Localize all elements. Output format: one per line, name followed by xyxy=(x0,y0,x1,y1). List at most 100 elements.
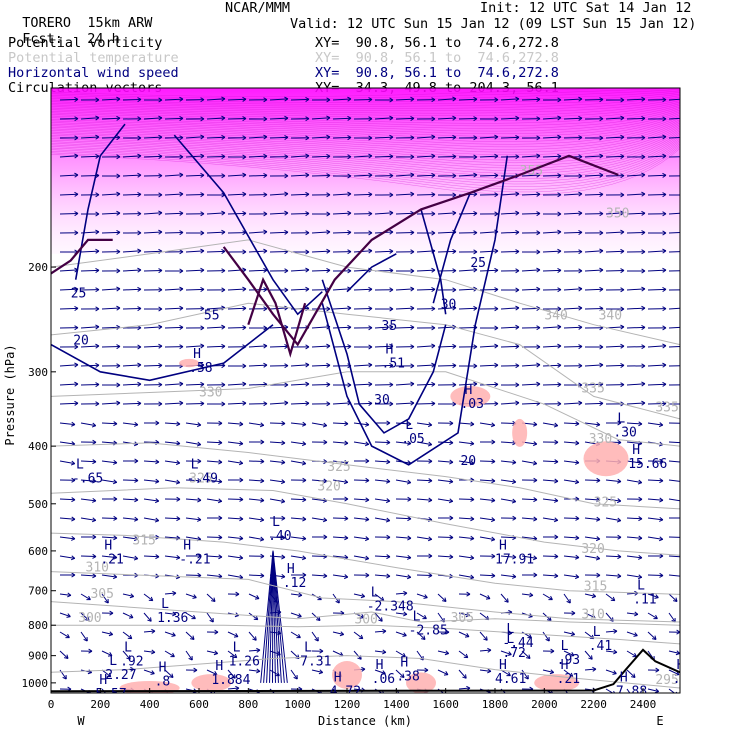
wind-vector-shaft xyxy=(374,630,387,633)
wind-vector-shaft xyxy=(227,536,243,540)
wind-vector-shaft xyxy=(206,479,222,483)
wind-vector-head xyxy=(662,134,667,140)
wind-vector-shaft xyxy=(395,231,415,234)
wind-vector-shaft xyxy=(353,383,373,386)
wind-vector-head xyxy=(197,497,202,503)
pv-contour-fill-line xyxy=(51,141,680,185)
wind-vector-head xyxy=(168,694,172,698)
wind-vector-head xyxy=(410,191,415,197)
wind-vector-head xyxy=(95,153,100,159)
wind-vector-head xyxy=(260,458,265,464)
wind-vector-shaft xyxy=(122,364,141,367)
wind-vector-shaft xyxy=(80,574,96,577)
wind-vector-head xyxy=(263,343,268,349)
wind-vector-head xyxy=(641,115,646,121)
wind-vector-head xyxy=(431,306,436,312)
theta-contour-label: 350 xyxy=(606,206,629,221)
wind-vector-head xyxy=(533,572,538,578)
wind-vector-shaft xyxy=(542,422,558,427)
wind-vector-head xyxy=(233,633,239,638)
wind-vector-head xyxy=(473,210,478,216)
wind-vector-head xyxy=(431,153,436,159)
wind-vector-shaft xyxy=(647,155,666,158)
wind-vector-shaft xyxy=(248,250,267,253)
wind-vector-shaft xyxy=(542,498,558,502)
wind-vector-shaft xyxy=(563,669,574,678)
wind-vector-head xyxy=(662,211,667,217)
wind-vector-shaft xyxy=(668,593,678,602)
wind-vector-shaft xyxy=(311,250,331,253)
wind-vector-head xyxy=(158,229,163,235)
wind-vector-head xyxy=(445,629,450,635)
wind-vector-shaft xyxy=(80,593,91,601)
wind-vector-head xyxy=(326,382,331,388)
wind-vector-head xyxy=(442,597,447,602)
wind-vector-head xyxy=(196,441,202,447)
wind-vector-shaft xyxy=(563,231,583,234)
wind-vector-shaft xyxy=(668,326,680,329)
wind-vector-head xyxy=(221,343,226,349)
wind-vector-shaft xyxy=(227,517,243,520)
wind-vector-head xyxy=(515,249,520,255)
wind-vector-shaft xyxy=(500,460,516,464)
high-marker: H xyxy=(632,443,640,458)
wind-vector-head xyxy=(406,479,412,485)
wind-vector-head xyxy=(427,536,433,542)
wind-vector-shaft xyxy=(521,364,540,367)
theta-contour-label: 325 xyxy=(327,460,350,475)
wind-vector-head xyxy=(347,324,352,330)
wind-vector-head xyxy=(452,363,457,369)
wind-vector-shaft xyxy=(647,288,667,291)
wind-vector-head xyxy=(368,248,373,254)
wind-vector-shaft xyxy=(542,555,559,558)
wind-vector-head xyxy=(70,460,76,466)
wind-vector-shaft xyxy=(122,650,131,660)
wind-vector-head xyxy=(515,191,520,197)
pv-contour xyxy=(51,238,113,275)
wind-vector-head xyxy=(512,573,517,579)
extremum-value: .05 xyxy=(401,432,424,447)
wind-vector-shaft xyxy=(164,402,183,405)
wind-vector-head xyxy=(431,134,436,140)
wind-vector-head xyxy=(567,693,571,697)
wind-vector-shaft xyxy=(206,212,225,215)
wind-vector-head xyxy=(557,267,562,273)
y-tick-label: 400 xyxy=(28,440,48,453)
wind-vector-shaft xyxy=(353,479,370,482)
wind-vector-head xyxy=(431,401,436,407)
pv-contour-fill-line xyxy=(51,135,680,174)
wind-vector-shaft xyxy=(248,479,264,482)
wind-vector-head xyxy=(218,554,223,560)
wind-vector-head xyxy=(680,479,684,483)
wind-vector-head xyxy=(263,229,268,235)
wind-vector-head xyxy=(158,173,163,179)
wind-vector-head xyxy=(428,478,433,484)
wind-vector-head xyxy=(116,191,121,197)
wind-vector-head xyxy=(557,115,562,121)
wind-vector-shaft xyxy=(332,631,344,635)
wind-vector-head xyxy=(305,362,310,368)
high-marker: H xyxy=(99,673,107,688)
wind-vector-shaft xyxy=(668,346,680,348)
low-marker: L xyxy=(506,622,514,637)
wind-vector-shaft xyxy=(437,117,456,120)
wind-vector-head xyxy=(684,174,687,178)
wind-vector-shaft xyxy=(143,231,162,234)
wind-vector-shaft xyxy=(584,174,604,177)
wind-vector-shaft xyxy=(227,422,243,425)
wind-vector-shaft xyxy=(416,174,436,177)
wind-vector-shaft xyxy=(416,269,436,272)
wind-vector-head xyxy=(280,479,286,485)
wind-vector-head xyxy=(578,173,583,179)
wind-vector-shaft xyxy=(479,269,499,272)
wind-vector-shaft xyxy=(479,479,495,482)
wind-vector-shaft xyxy=(227,460,243,464)
wind-vector-shaft xyxy=(143,460,159,463)
wind-vector-head xyxy=(533,516,538,522)
wind-vector-shaft xyxy=(164,326,184,329)
wind-vector-shaft xyxy=(437,669,449,676)
wind-vector-shaft xyxy=(563,307,582,310)
wind-vector-head xyxy=(74,362,79,368)
header-valid: Valid: 12 UTC Sun 15 Jan 12 (09 LST Sun … xyxy=(290,16,697,32)
wind-vector-head xyxy=(637,574,643,580)
